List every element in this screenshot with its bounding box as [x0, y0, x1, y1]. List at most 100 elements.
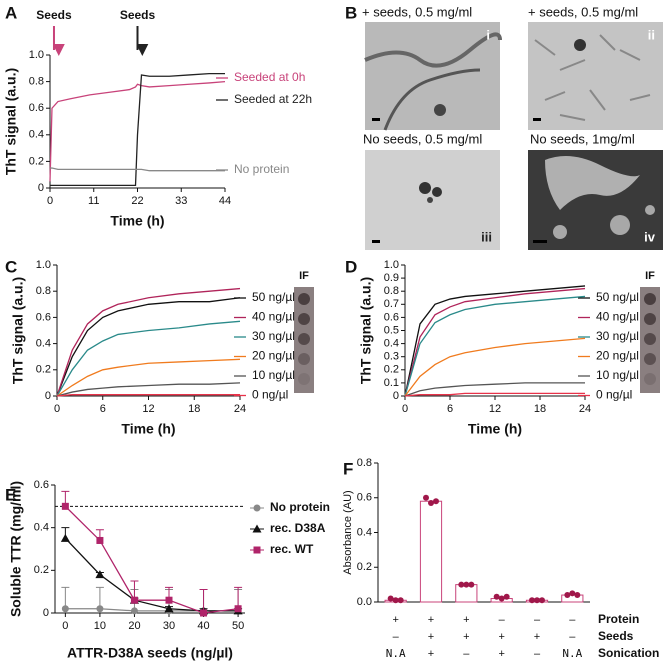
- micrograph: iv: [528, 150, 663, 250]
- y-tick-label: 0.4: [384, 338, 399, 350]
- annotation: Seeds: [36, 8, 72, 22]
- y-tick-label: 1.0: [36, 259, 51, 271]
- legend-label: 50 ng/µl: [596, 290, 639, 304]
- caption: + seeds, 0.5 mg/ml: [528, 4, 638, 19]
- data-point: [503, 593, 510, 600]
- table-cell: –: [534, 614, 541, 626]
- if-label: IF: [299, 270, 309, 282]
- legend-label: 20 ng/µl: [596, 349, 639, 363]
- table-cell: –: [463, 648, 470, 660]
- marker: [234, 605, 242, 613]
- data-point: [423, 494, 429, 501]
- data-point: [463, 581, 470, 588]
- marker: [96, 536, 104, 544]
- x-tick-label: 0: [47, 195, 53, 207]
- panel-letter: C: [5, 257, 17, 276]
- table-cell: +: [463, 614, 469, 626]
- data-point: [468, 581, 475, 588]
- table-cell: –: [534, 648, 541, 660]
- error-bar: [95, 586, 104, 609]
- line: [404, 392, 585, 397]
- legend-label: 20 ng/µl: [252, 349, 295, 363]
- x-tick-label: 44: [219, 195, 231, 207]
- legend-label: 0 ng/µl: [596, 388, 632, 402]
- y-tick-label: 0.6: [36, 311, 51, 323]
- legend-label: 40 ng/µl: [252, 310, 295, 324]
- y-tick-label: 1.0: [384, 259, 399, 271]
- y-tick-label: 0.8: [384, 285, 399, 297]
- data-point: [392, 597, 399, 604]
- line: [56, 358, 241, 397]
- micrograph: ii: [528, 22, 663, 130]
- y-tick-label: 0.2: [36, 364, 51, 376]
- table-cell: –: [499, 614, 506, 626]
- caption: + seeds, 0.5 mg/ml: [362, 4, 472, 19]
- x-axis-label: Time (h): [121, 421, 175, 437]
- data-point: [493, 593, 500, 600]
- line: [49, 80, 226, 182]
- table-cell: +: [498, 648, 504, 660]
- table-cell: +: [463, 631, 469, 643]
- data-point: [433, 498, 439, 505]
- x-tick-label: 6: [447, 403, 453, 415]
- y-tick-label: 0: [38, 182, 44, 194]
- x-tick-label: 22: [131, 195, 143, 207]
- caption: No seeds, 1mg/ml: [530, 131, 635, 146]
- panel-letter: B: [345, 3, 357, 22]
- y-tick-label: 1.0: [29, 49, 44, 61]
- y-tick-label: 0.4: [29, 129, 44, 141]
- x-tick-label: 10: [94, 620, 106, 632]
- image-label: ii: [648, 27, 655, 42]
- y-tick-label: 0.4: [34, 522, 49, 534]
- y-tick-label: 0.1: [384, 377, 399, 389]
- y-tick-label: 0.8: [36, 285, 51, 297]
- data-point: [569, 590, 576, 597]
- x-tick-label: 12: [142, 403, 154, 415]
- line: [50, 167, 225, 172]
- line: [56, 297, 241, 397]
- marker: [61, 605, 69, 613]
- x-tick-label: 11: [88, 195, 99, 207]
- table-cell: –: [569, 631, 576, 643]
- y-tick-label: 0: [393, 390, 399, 402]
- y-tick-label: 0.5: [384, 324, 399, 336]
- x-tick-label: 24: [579, 403, 591, 415]
- line: [56, 394, 240, 397]
- y-tick-label: 0.0: [357, 596, 372, 608]
- marker: [130, 596, 138, 604]
- data-point: [564, 592, 571, 599]
- y-axis-label: Soluble TTR (mg/ml): [8, 481, 24, 617]
- image-label: iv: [644, 229, 656, 244]
- x-axis-label: ATTR-D38A seeds (ng/µl): [67, 645, 233, 661]
- y-tick-label: 0: [43, 607, 49, 619]
- y-tick-label: 0.3: [384, 351, 399, 363]
- error-bar: [234, 586, 243, 609]
- marker: [61, 502, 69, 510]
- legend-label: 10 ng/µl: [596, 368, 639, 382]
- if-strip: [640, 287, 660, 393]
- table-cell: –: [393, 631, 400, 643]
- x-tick-label: 50: [232, 620, 244, 632]
- data-point: [387, 595, 394, 602]
- legend-label: rec. WT: [270, 542, 314, 556]
- x-tick-label: 24: [234, 403, 246, 415]
- panel-letter: D: [345, 257, 357, 276]
- data-point: [458, 581, 465, 588]
- legend-label: Seeded at 22h: [234, 92, 312, 106]
- legend-label: rec. D38A: [270, 521, 326, 535]
- y-tick-label: 0.4: [36, 338, 51, 350]
- y-tick-label: 0.8: [357, 457, 372, 469]
- x-tick-label: 30: [163, 620, 175, 632]
- x-tick-label: 12: [489, 403, 501, 415]
- error-bar: [199, 589, 208, 613]
- y-tick-label: 0.2: [34, 564, 49, 576]
- line: [404, 337, 586, 397]
- if-strip: [294, 287, 314, 393]
- if-label: IF: [645, 270, 655, 282]
- table-cell: N.A: [386, 647, 406, 660]
- marker: [200, 609, 208, 617]
- x-tick-label: 0: [402, 403, 408, 415]
- table-cell: +: [534, 631, 540, 643]
- y-axis-label: ThT signal (a.u.): [358, 277, 374, 384]
- bar: [419, 500, 443, 603]
